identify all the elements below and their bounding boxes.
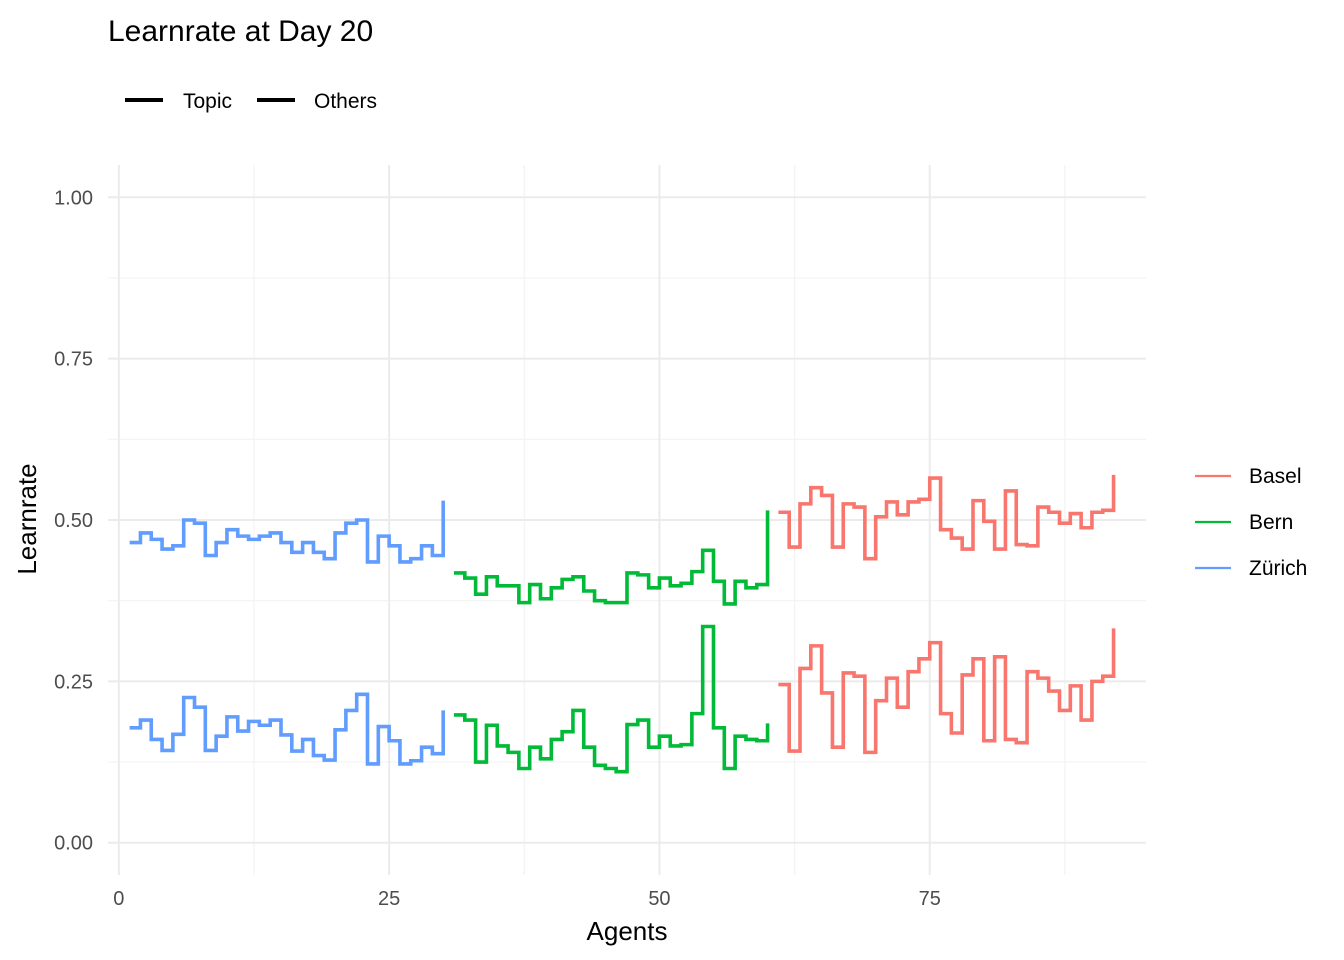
- legend-label-topic: Topic: [183, 90, 232, 113]
- y-axis-title: Learnrate: [12, 463, 42, 574]
- series-layer: [129, 474, 1116, 774]
- x-tick-label: 50: [648, 888, 670, 910]
- x-tick-label: 75: [919, 888, 941, 910]
- basel-others-line: [778, 474, 1116, 561]
- y-tick-label: 0.00: [54, 833, 93, 855]
- legend-label-bern: Bern: [1249, 511, 1293, 534]
- color-legend: Basel Bern Zürich: [1195, 465, 1307, 580]
- x-tick-labels: 0 25 50 75: [113, 888, 941, 910]
- legend-label-others: Others: [314, 90, 377, 113]
- zurich-others-line: [129, 500, 445, 564]
- bern-topic-line: [454, 624, 770, 774]
- y-tick-label: 1.00: [54, 187, 93, 209]
- zurich-topic-line: [129, 692, 445, 766]
- linetype-legend: Topic Others: [125, 90, 377, 113]
- y-tick-label: 0.75: [54, 349, 93, 371]
- y-tick-labels: 0.00 0.25 0.50 0.75 1.00: [54, 187, 93, 854]
- x-tick-label: 0: [113, 888, 124, 910]
- basel-topic-line: [778, 628, 1116, 755]
- grid-lines: [108, 165, 1146, 875]
- y-tick-label: 0.25: [54, 671, 93, 693]
- y-tick-label: 0.50: [54, 510, 93, 532]
- x-tick-label: 25: [378, 888, 400, 910]
- legend-label-zurich: Zürich: [1249, 557, 1307, 580]
- legend-label-basel: Basel: [1249, 465, 1302, 488]
- bern-others-line: [454, 510, 770, 606]
- chart-title: Learnrate at Day 20: [108, 15, 373, 48]
- x-axis-title: Agents: [587, 916, 668, 946]
